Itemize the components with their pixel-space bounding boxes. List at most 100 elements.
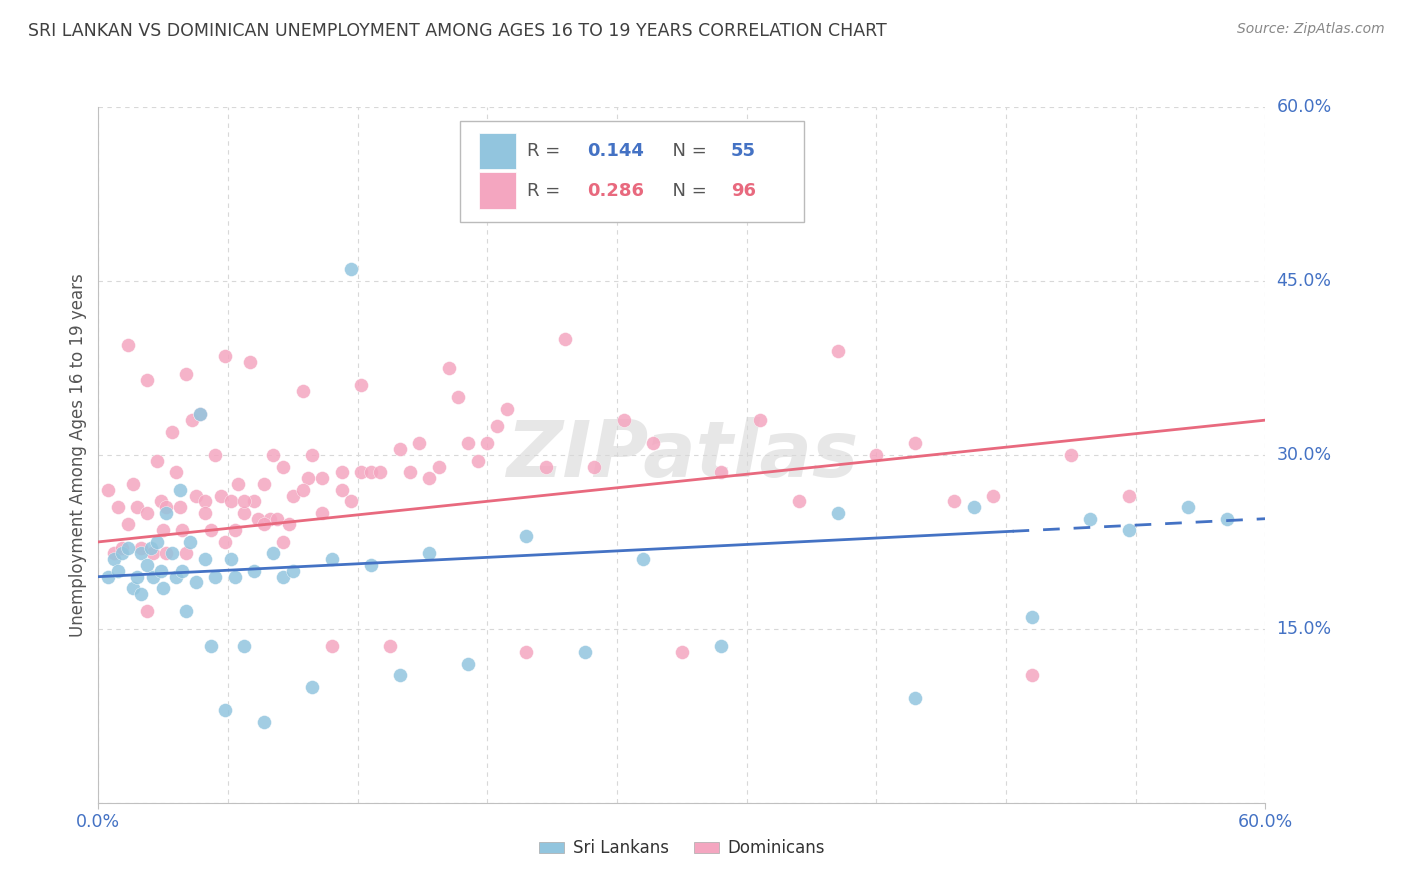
Y-axis label: Unemployment Among Ages 16 to 19 years: Unemployment Among Ages 16 to 19 years [69, 273, 87, 637]
Point [122, 582, 145, 596]
Point [962, 500, 984, 514]
Point [1060, 448, 1083, 462]
Point [457, 436, 479, 450]
Point [271, 534, 294, 549]
Point [111, 546, 134, 561]
Point [904, 691, 927, 706]
Point [340, 494, 363, 508]
Point [165, 569, 187, 583]
Point [534, 459, 557, 474]
Text: 45.0%: 45.0% [1277, 272, 1331, 290]
FancyBboxPatch shape [479, 172, 516, 209]
Point [427, 459, 450, 474]
Point [129, 587, 152, 601]
Text: 0.286: 0.286 [588, 182, 644, 200]
Point [180, 413, 202, 427]
Point [209, 489, 232, 503]
Point [243, 494, 266, 508]
Point [219, 552, 242, 566]
Point [447, 390, 470, 404]
Point [127, 500, 149, 514]
Point [291, 483, 314, 497]
Point [233, 639, 256, 653]
Point [253, 517, 276, 532]
Point [127, 569, 149, 583]
Point [350, 466, 373, 480]
Point [631, 552, 654, 566]
Point [827, 506, 849, 520]
Point [136, 605, 159, 619]
Point [200, 639, 222, 653]
Text: R =: R = [527, 182, 565, 200]
Point [117, 337, 139, 351]
Text: 30.0%: 30.0% [1277, 446, 1331, 464]
Point [266, 511, 288, 525]
Point [155, 546, 177, 561]
Point [418, 546, 440, 561]
Point [515, 529, 537, 543]
Point [271, 569, 294, 583]
Point [281, 564, 304, 578]
Point [301, 448, 323, 462]
Point [152, 582, 174, 596]
Point [495, 401, 517, 416]
Point [710, 639, 733, 653]
Point [262, 546, 284, 561]
Point [162, 546, 184, 561]
Point [408, 436, 430, 450]
Point [136, 506, 159, 520]
Point [827, 343, 849, 358]
Point [710, 466, 733, 480]
Text: 0.144: 0.144 [588, 142, 644, 160]
Text: N =: N = [661, 142, 713, 160]
Point [152, 523, 174, 537]
Point [233, 506, 256, 520]
Text: 15.0%: 15.0% [1277, 620, 1331, 638]
Text: Source: ZipAtlas.com: Source: ZipAtlas.com [1237, 22, 1385, 37]
Point [188, 407, 211, 421]
Point [1177, 500, 1199, 514]
Text: N =: N = [661, 182, 713, 200]
Text: SRI LANKAN VS DOMINICAN UNEMPLOYMENT AMONG AGES 16 TO 19 YEARS CORRELATION CHART: SRI LANKAN VS DOMINICAN UNEMPLOYMENT AMO… [28, 22, 887, 40]
Text: R =: R = [527, 142, 565, 160]
Point [554, 332, 576, 346]
Point [146, 534, 169, 549]
Point [321, 639, 343, 653]
Point [169, 483, 191, 497]
Text: 55: 55 [731, 142, 756, 160]
Point [107, 564, 129, 578]
Point [612, 413, 634, 427]
Point [360, 558, 382, 573]
Point [583, 459, 606, 474]
Point [184, 575, 207, 590]
Point [437, 360, 460, 375]
Point [103, 552, 125, 566]
Point [398, 466, 420, 480]
Point [574, 645, 596, 659]
Point [311, 506, 333, 520]
Point [233, 494, 256, 508]
Text: ZIPatlas: ZIPatlas [506, 417, 858, 493]
Point [246, 511, 269, 525]
Text: 60.0%: 60.0% [1277, 98, 1331, 116]
Point [239, 355, 262, 369]
Point [228, 476, 250, 491]
Point [194, 552, 217, 566]
Point [174, 605, 197, 619]
Point [457, 657, 479, 671]
Point [174, 367, 197, 381]
Point [155, 506, 177, 520]
Point [224, 569, 246, 583]
Point [214, 703, 236, 717]
Point [103, 546, 125, 561]
Point [224, 523, 246, 537]
Point [291, 384, 314, 398]
Point [787, 494, 810, 508]
Point [467, 453, 489, 467]
Point [179, 534, 201, 549]
Point [477, 436, 499, 450]
Point [169, 500, 191, 514]
Point [219, 494, 242, 508]
Point [1021, 668, 1043, 682]
Point [360, 466, 382, 480]
